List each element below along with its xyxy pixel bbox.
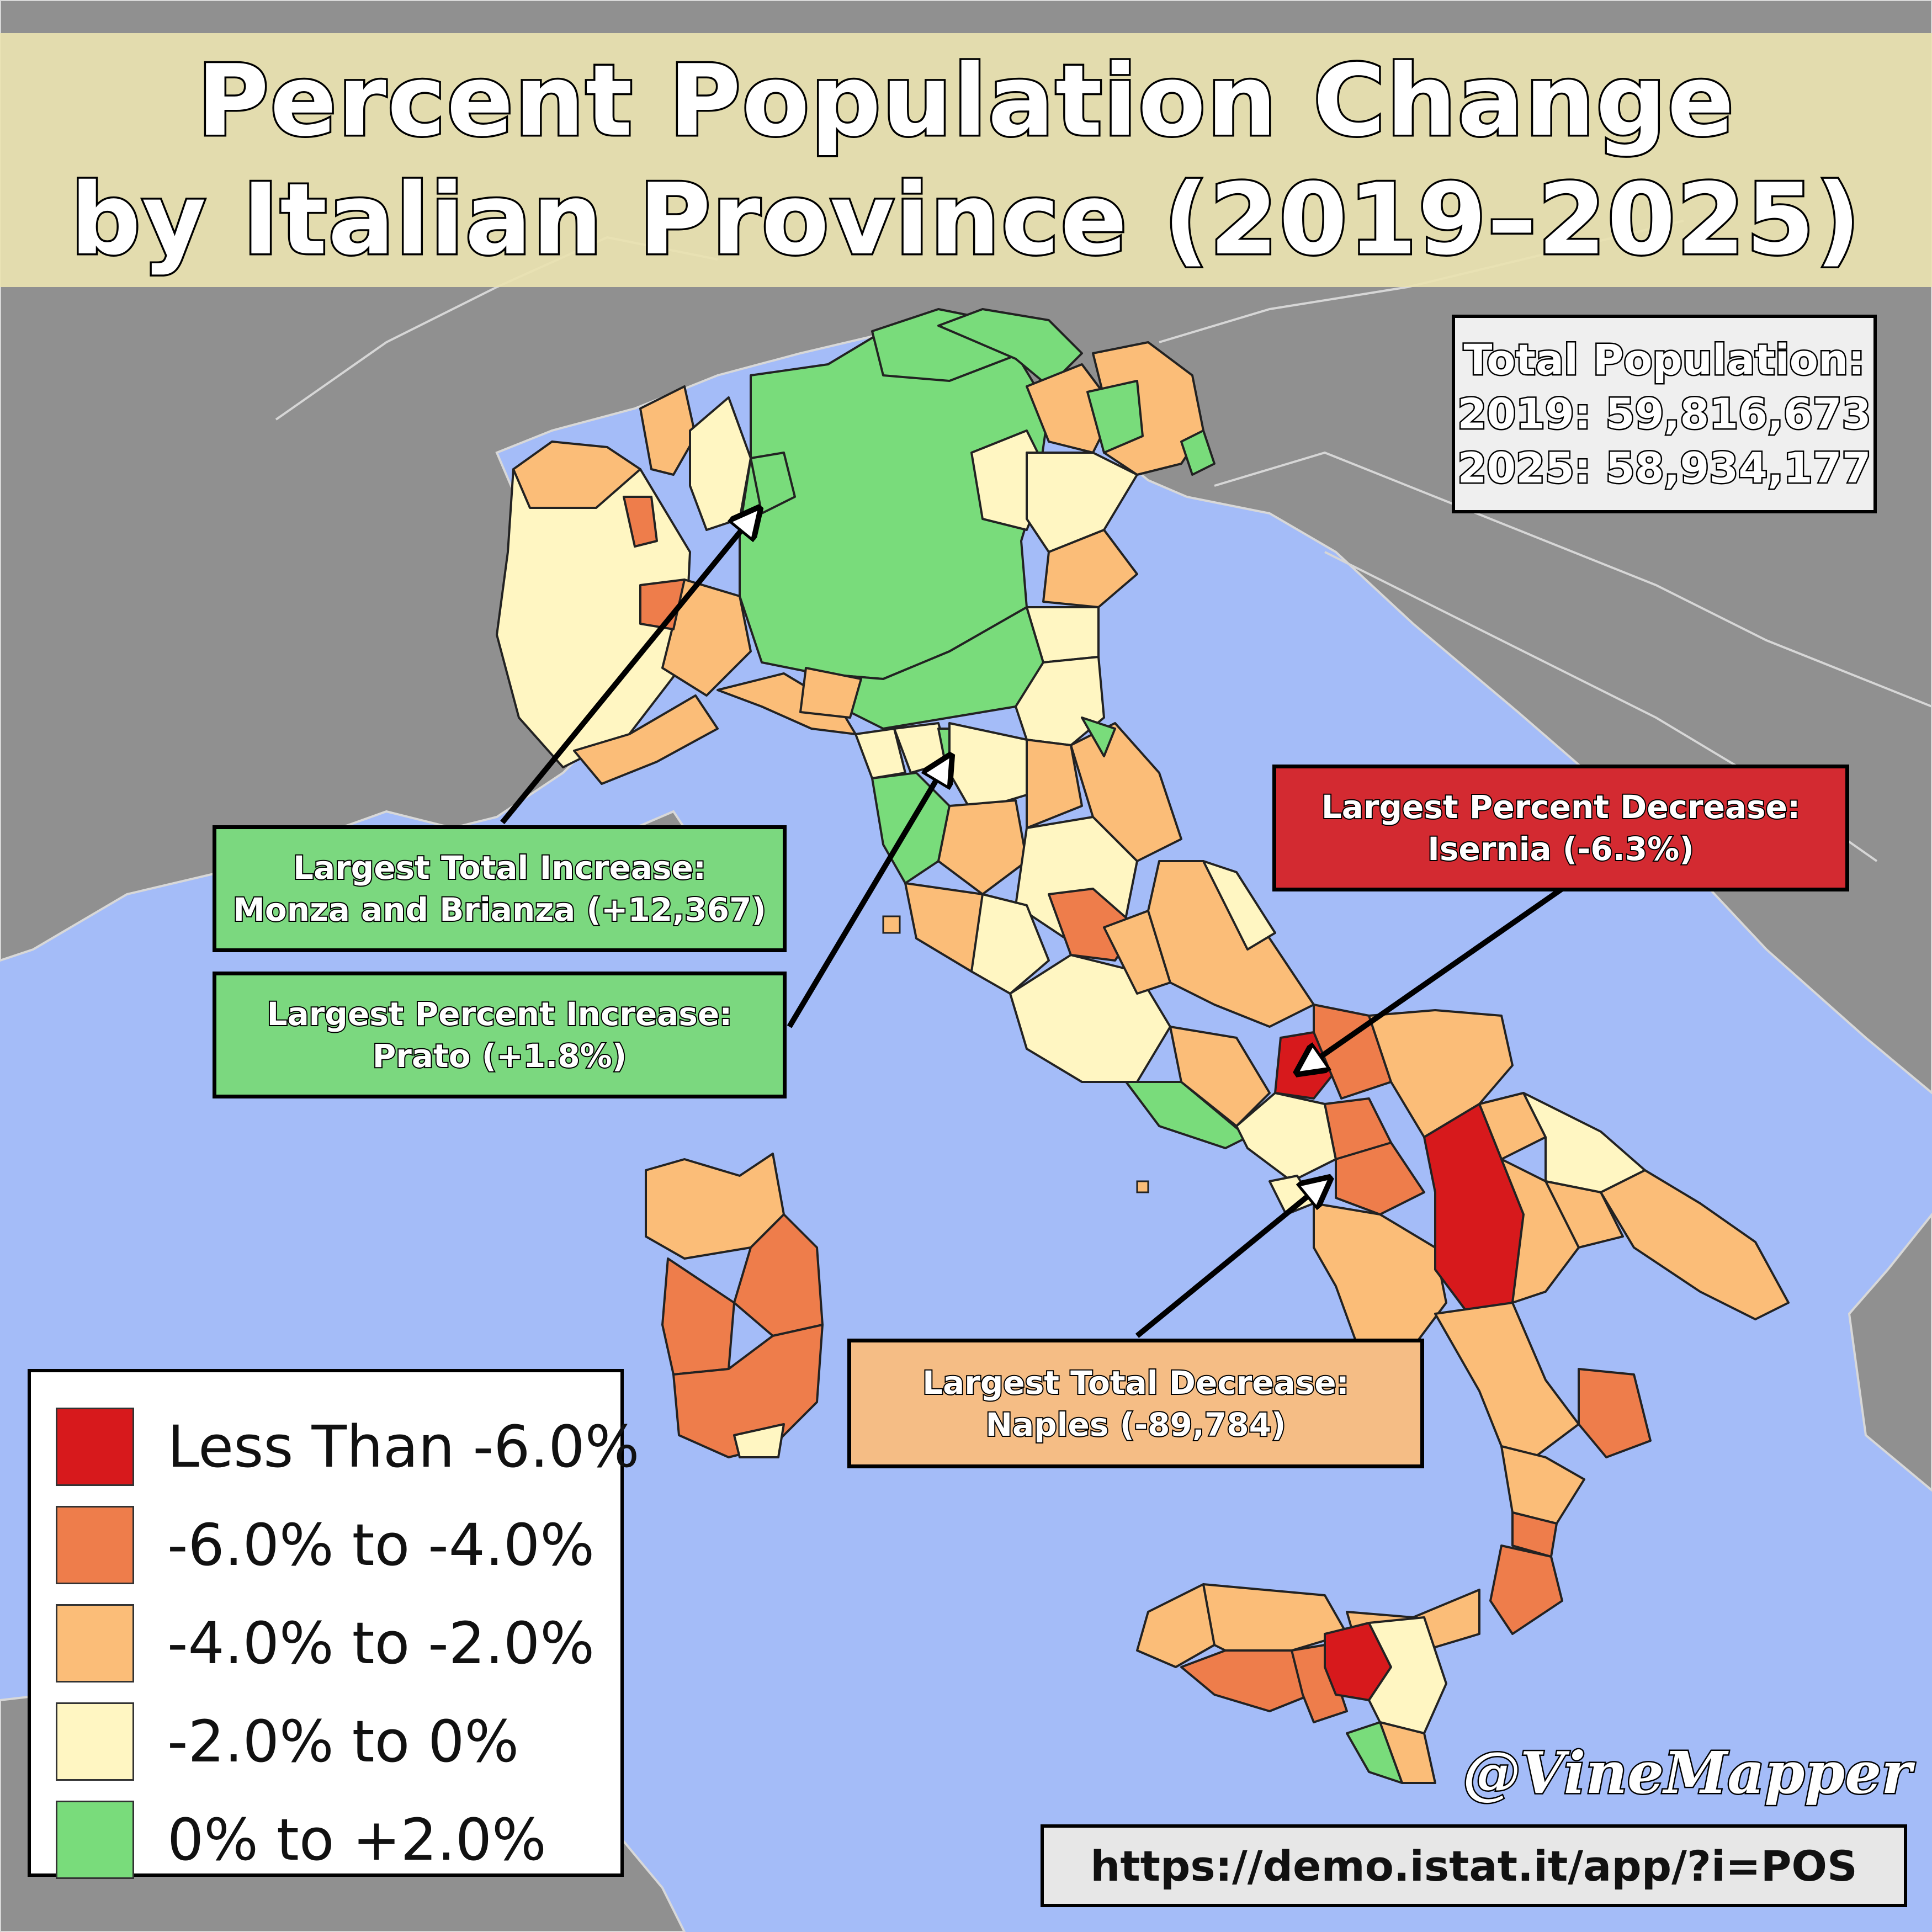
title-line-2: by Italian Province (2019–2025) — [68, 161, 1862, 279]
province-siena — [937, 799, 1028, 895]
province-cagliari — [733, 1423, 785, 1458]
province-cosenza — [1434, 1302, 1580, 1458]
province-pesaro — [1081, 716, 1116, 757]
province-caltanissetta — [1291, 1644, 1348, 1723]
province-udine-green — [1086, 380, 1144, 454]
province-arezzo — [1026, 739, 1083, 829]
province-piacenza — [799, 667, 862, 719]
province-campobasso — [1313, 1004, 1392, 1100]
source-url[interactable]: https://demo.istat.it/app/?i=POS — [1090, 1841, 1857, 1891]
province-biella — [623, 496, 658, 548]
province-firenze — [948, 722, 1028, 813]
legend-swatch — [56, 1604, 134, 1682]
province-viterbo — [970, 893, 1050, 995]
population-2019: 2019: 59,816,673 — [1456, 388, 1872, 440]
legend-item-minus-2-to-0: -2.0% to 0% — [56, 1700, 519, 1783]
province-veneto-light — [1026, 452, 1138, 553]
province-crotone — [1578, 1368, 1652, 1458]
arrow-naples — [1135, 1187, 1319, 1338]
legend-label: -4.0% to -2.0% — [167, 1610, 595, 1677]
province-rovigo — [1042, 529, 1138, 608]
legend-label: 0% to +2.0% — [167, 1806, 546, 1873]
legend-swatch — [56, 1408, 134, 1486]
legend-swatch — [56, 1702, 134, 1781]
province-bari — [1522, 1092, 1646, 1193]
legend: Less Than -6.0% -6.0% to -4.0% -4.0% to … — [28, 1369, 639, 1879]
callout-largest-total-increase: Largest Total Increase: Monza and Brianz… — [213, 825, 787, 952]
province-trapani — [1136, 1583, 1216, 1668]
province-catanzaro — [1500, 1445, 1585, 1525]
legend-swatch — [56, 1801, 134, 1879]
legend-item-0-to-plus-2: 0% to +2.0% — [56, 1798, 546, 1881]
population-2025: 2025: 58,934,177 — [1456, 442, 1872, 494]
legend-label: -2.0% to 0% — [167, 1708, 519, 1775]
callout-heading: Largest Percent Increase: — [266, 994, 734, 1034]
callout-heading: Largest Total Decrease: — [921, 1363, 1350, 1403]
title-line-1: Percent Population Change — [195, 42, 1735, 160]
total-population-heading: Total Population: — [1462, 334, 1866, 386]
legend-item-minus-6-to-minus-4: -6.0% to -4.0% — [56, 1504, 595, 1586]
province-aosta — [512, 440, 641, 509]
callout-heading: Largest Total Increase: — [292, 848, 707, 888]
province-pescara — [1202, 860, 1276, 951]
legend-label: -6.0% to -4.0% — [167, 1511, 595, 1579]
title-band: Percent Population Change by Italian Pro… — [0, 33, 1932, 287]
province-sud-sardegna — [672, 1324, 824, 1458]
callout-value: Isernia (-6.3%) — [1426, 829, 1695, 869]
arrow-prato — [787, 767, 944, 1028]
total-population-box: Total Population: 2019: 59,816,673 2025:… — [1452, 315, 1877, 513]
callout-value: Naples (-89,784) — [984, 1405, 1287, 1445]
legend-item-less-than-minus-6: Less Than -6.0% — [56, 1405, 639, 1488]
legend-label: Less Than -6.0% — [167, 1413, 640, 1480]
province-reggio — [1489, 1544, 1563, 1635]
province-bolzano — [937, 308, 1083, 388]
callout-largest-percent-decrease: Largest Percent Decrease: Isernia (-6.3%… — [1272, 765, 1849, 891]
province-brindisi-lecce — [1600, 1169, 1790, 1320]
callout-arrows — [500, 519, 1564, 1338]
source-box: https://demo.istat.it/app/?i=POS — [1041, 1824, 1907, 1907]
legend-swatch — [56, 1506, 134, 1584]
province-alessandria — [661, 578, 752, 697]
province-ragusa — [1346, 1721, 1403, 1784]
province-liguria-west — [573, 694, 719, 785]
province-rome — [1009, 954, 1171, 1083]
province-monza — [750, 452, 796, 514]
province-latina — [1125, 1081, 1249, 1149]
province-ossola — [639, 385, 697, 476]
callout-largest-total-decrease: Largest Total Decrease: Naples (-89,784) — [847, 1339, 1424, 1468]
callout-largest-percent-increase: Largest Percent Increase: Prato (+1.8%) — [213, 972, 787, 1098]
province-novara — [689, 396, 752, 531]
arrow-isernia — [1308, 886, 1564, 1065]
legend-item-minus-4-to-minus-2: -4.0% to -2.0% — [56, 1602, 595, 1685]
province-oristano — [661, 1257, 735, 1376]
arrow-monza — [500, 519, 751, 825]
callout-value: Prato (+1.8%) — [371, 1036, 628, 1076]
province-matera — [1500, 1158, 1580, 1304]
callout-value: Monza and Brianza (+12,367) — [232, 890, 767, 930]
callout-heading: Largest Percent Decrease: — [1320, 787, 1801, 827]
province-frosinone — [1169, 1026, 1271, 1127]
author-handle: @VineMapper — [1461, 1738, 1913, 1808]
province-trieste — [1180, 429, 1216, 476]
province-massa — [854, 728, 906, 779]
italy-provinces — [496, 308, 1790, 1784]
